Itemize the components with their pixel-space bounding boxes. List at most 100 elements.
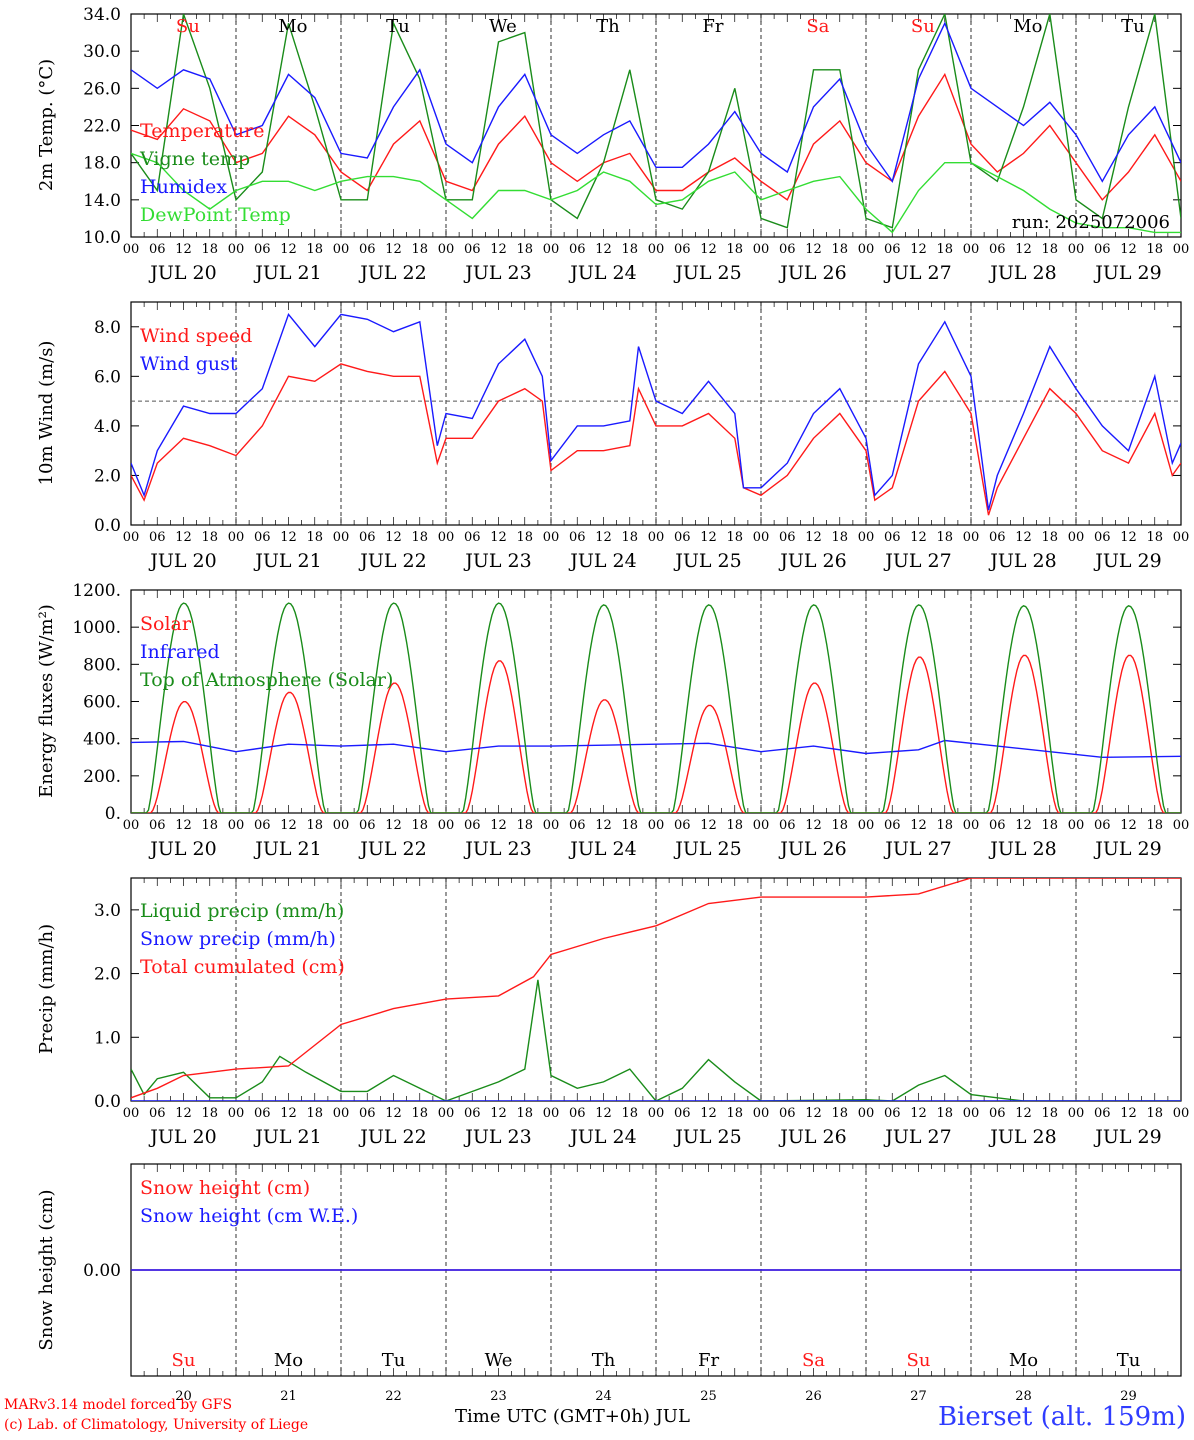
hour-label: 06 [884, 242, 901, 257]
series-wind-gust [131, 312, 1181, 511]
date-label: JUL 29 [1093, 838, 1161, 860]
y-tick-label: 800. [83, 655, 121, 675]
hour-label: 00 [1068, 242, 1085, 257]
y-axis-label: 10m Wind (m/s) [36, 341, 57, 486]
hour-label: 00 [438, 530, 455, 545]
hour-label: 00 [438, 1106, 455, 1121]
weekday-label: Mo [274, 1350, 303, 1371]
hour-label: 12 [910, 530, 927, 545]
hour-label: 12 [1120, 242, 1137, 257]
hour-label: 18 [726, 818, 743, 833]
date-label: JUL 22 [358, 550, 426, 572]
weekday-label: Sa [802, 1350, 825, 1371]
day-number-label: 21 [280, 1389, 297, 1404]
hour-label: 18 [936, 1106, 953, 1121]
hour-label: 12 [700, 1106, 717, 1121]
hour-label: 00 [228, 242, 245, 257]
hour-label: 18 [1041, 530, 1058, 545]
hour-label: 00 [228, 1106, 245, 1121]
y-tick-label: 14.0 [83, 191, 121, 211]
hour-label: 12 [1015, 530, 1032, 545]
hour-label: 18 [306, 818, 323, 833]
date-label: JUL 23 [463, 1126, 531, 1148]
hour-label: 18 [831, 818, 848, 833]
hour-label: 18 [831, 530, 848, 545]
hour-label: 12 [385, 530, 402, 545]
date-label: JUL 21 [253, 1126, 321, 1148]
date-label: JUL 24 [568, 550, 636, 572]
hour-label: 06 [1094, 1106, 1111, 1121]
legend-entry: Wind speed [140, 325, 252, 347]
hour-label: 00 [438, 818, 455, 833]
date-label: JUL 22 [358, 262, 426, 284]
date-label: JUL 20 [148, 550, 216, 572]
hour-label: 18 [621, 1106, 638, 1121]
day-number-label: 22 [385, 1389, 402, 1404]
legend-entry: Wind gust [140, 353, 238, 375]
legend-entry: Snow height (cm) [140, 1177, 310, 1199]
hour-label: 00 [1068, 1106, 1085, 1121]
hour-label: 18 [516, 530, 533, 545]
weekday-label: Tu [1117, 1350, 1141, 1371]
hour-label: 18 [831, 242, 848, 257]
hour-label: 12 [175, 1106, 192, 1121]
legend-entry: Liquid precip (mm/h) [140, 900, 344, 922]
date-label: JUL 26 [778, 838, 846, 860]
weekday-label: Sa [806, 16, 829, 37]
date-label: JUL 20 [148, 262, 216, 284]
y-tick-label: 1000. [72, 618, 121, 638]
hour-label: 06 [779, 1106, 796, 1121]
y-tick-label: 34.0 [83, 5, 121, 25]
hour-label: 06 [674, 1106, 691, 1121]
legend-entry: Snow precip (mm/h) [140, 928, 336, 950]
model-credit: MARv3.14 model forced by GFS [4, 1397, 233, 1413]
date-label: JUL 22 [358, 1126, 426, 1148]
hour-label: 06 [779, 242, 796, 257]
hour-label: 12 [805, 818, 822, 833]
hour-label: 06 [149, 818, 166, 833]
y-tick-label: 10.0 [83, 228, 121, 248]
hour-label: 12 [490, 530, 507, 545]
legend-entry: Vigne temp [139, 148, 250, 170]
station-name: Bierset (alt. 159m) [937, 1402, 1186, 1432]
y-tick-label: 30.0 [83, 42, 121, 62]
weekday-label: Th [592, 1350, 616, 1371]
hour-label: 06 [884, 530, 901, 545]
day-number-label: 20 [175, 1389, 192, 1404]
weekday-label: Mo [1013, 16, 1042, 37]
hour-label: 00 [1068, 530, 1085, 545]
series-temperature [131, 72, 1181, 201]
y-tick-label: 200. [83, 767, 121, 787]
day-number-label: 28 [1015, 1389, 1032, 1404]
date-label: JUL 27 [883, 262, 951, 284]
hour-label: 06 [149, 530, 166, 545]
date-label: JUL 28 [988, 550, 1056, 572]
date-label: JUL 28 [988, 262, 1056, 284]
hour-label: 00 [438, 242, 455, 257]
weekday-label: We [489, 16, 517, 37]
hour-label: 06 [254, 530, 271, 545]
hour-label: 06 [464, 530, 481, 545]
hour-label: 06 [989, 242, 1006, 257]
weekday-label: Tu [1121, 16, 1145, 37]
day-number-label: 26 [805, 1389, 822, 1404]
hour-label: 06 [359, 818, 376, 833]
date-label: JUL 27 [883, 550, 951, 572]
hour-label: 00 [963, 1106, 980, 1121]
date-label: JUL 24 [568, 262, 636, 284]
series-total-cumulated-cm- [131, 878, 1181, 1099]
y-tick-label: 400. [83, 730, 121, 750]
series-infrared [131, 739, 1181, 759]
weekday-label: Tu [382, 1350, 406, 1371]
hour-label: 00 [753, 1106, 770, 1121]
hour-label: 06 [359, 1106, 376, 1121]
y-tick-label: 0.0 [94, 516, 121, 536]
hour-label: 12 [1120, 1106, 1137, 1121]
date-label: JUL 28 [988, 838, 1056, 860]
day-number-label: 23 [490, 1389, 507, 1404]
hour-label: 18 [411, 530, 428, 545]
hour-label: 12 [910, 242, 927, 257]
y-axis-label: Snow height (cm) [36, 1189, 57, 1350]
date-label: JUL 28 [988, 1126, 1056, 1148]
panel-4 [130, 877, 1182, 1102]
